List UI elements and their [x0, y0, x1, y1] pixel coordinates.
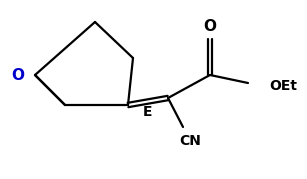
Text: O: O: [11, 67, 25, 83]
Text: O: O: [204, 18, 216, 33]
Text: E: E: [143, 105, 153, 119]
Text: OEt: OEt: [269, 79, 297, 93]
Text: CN: CN: [179, 134, 201, 148]
